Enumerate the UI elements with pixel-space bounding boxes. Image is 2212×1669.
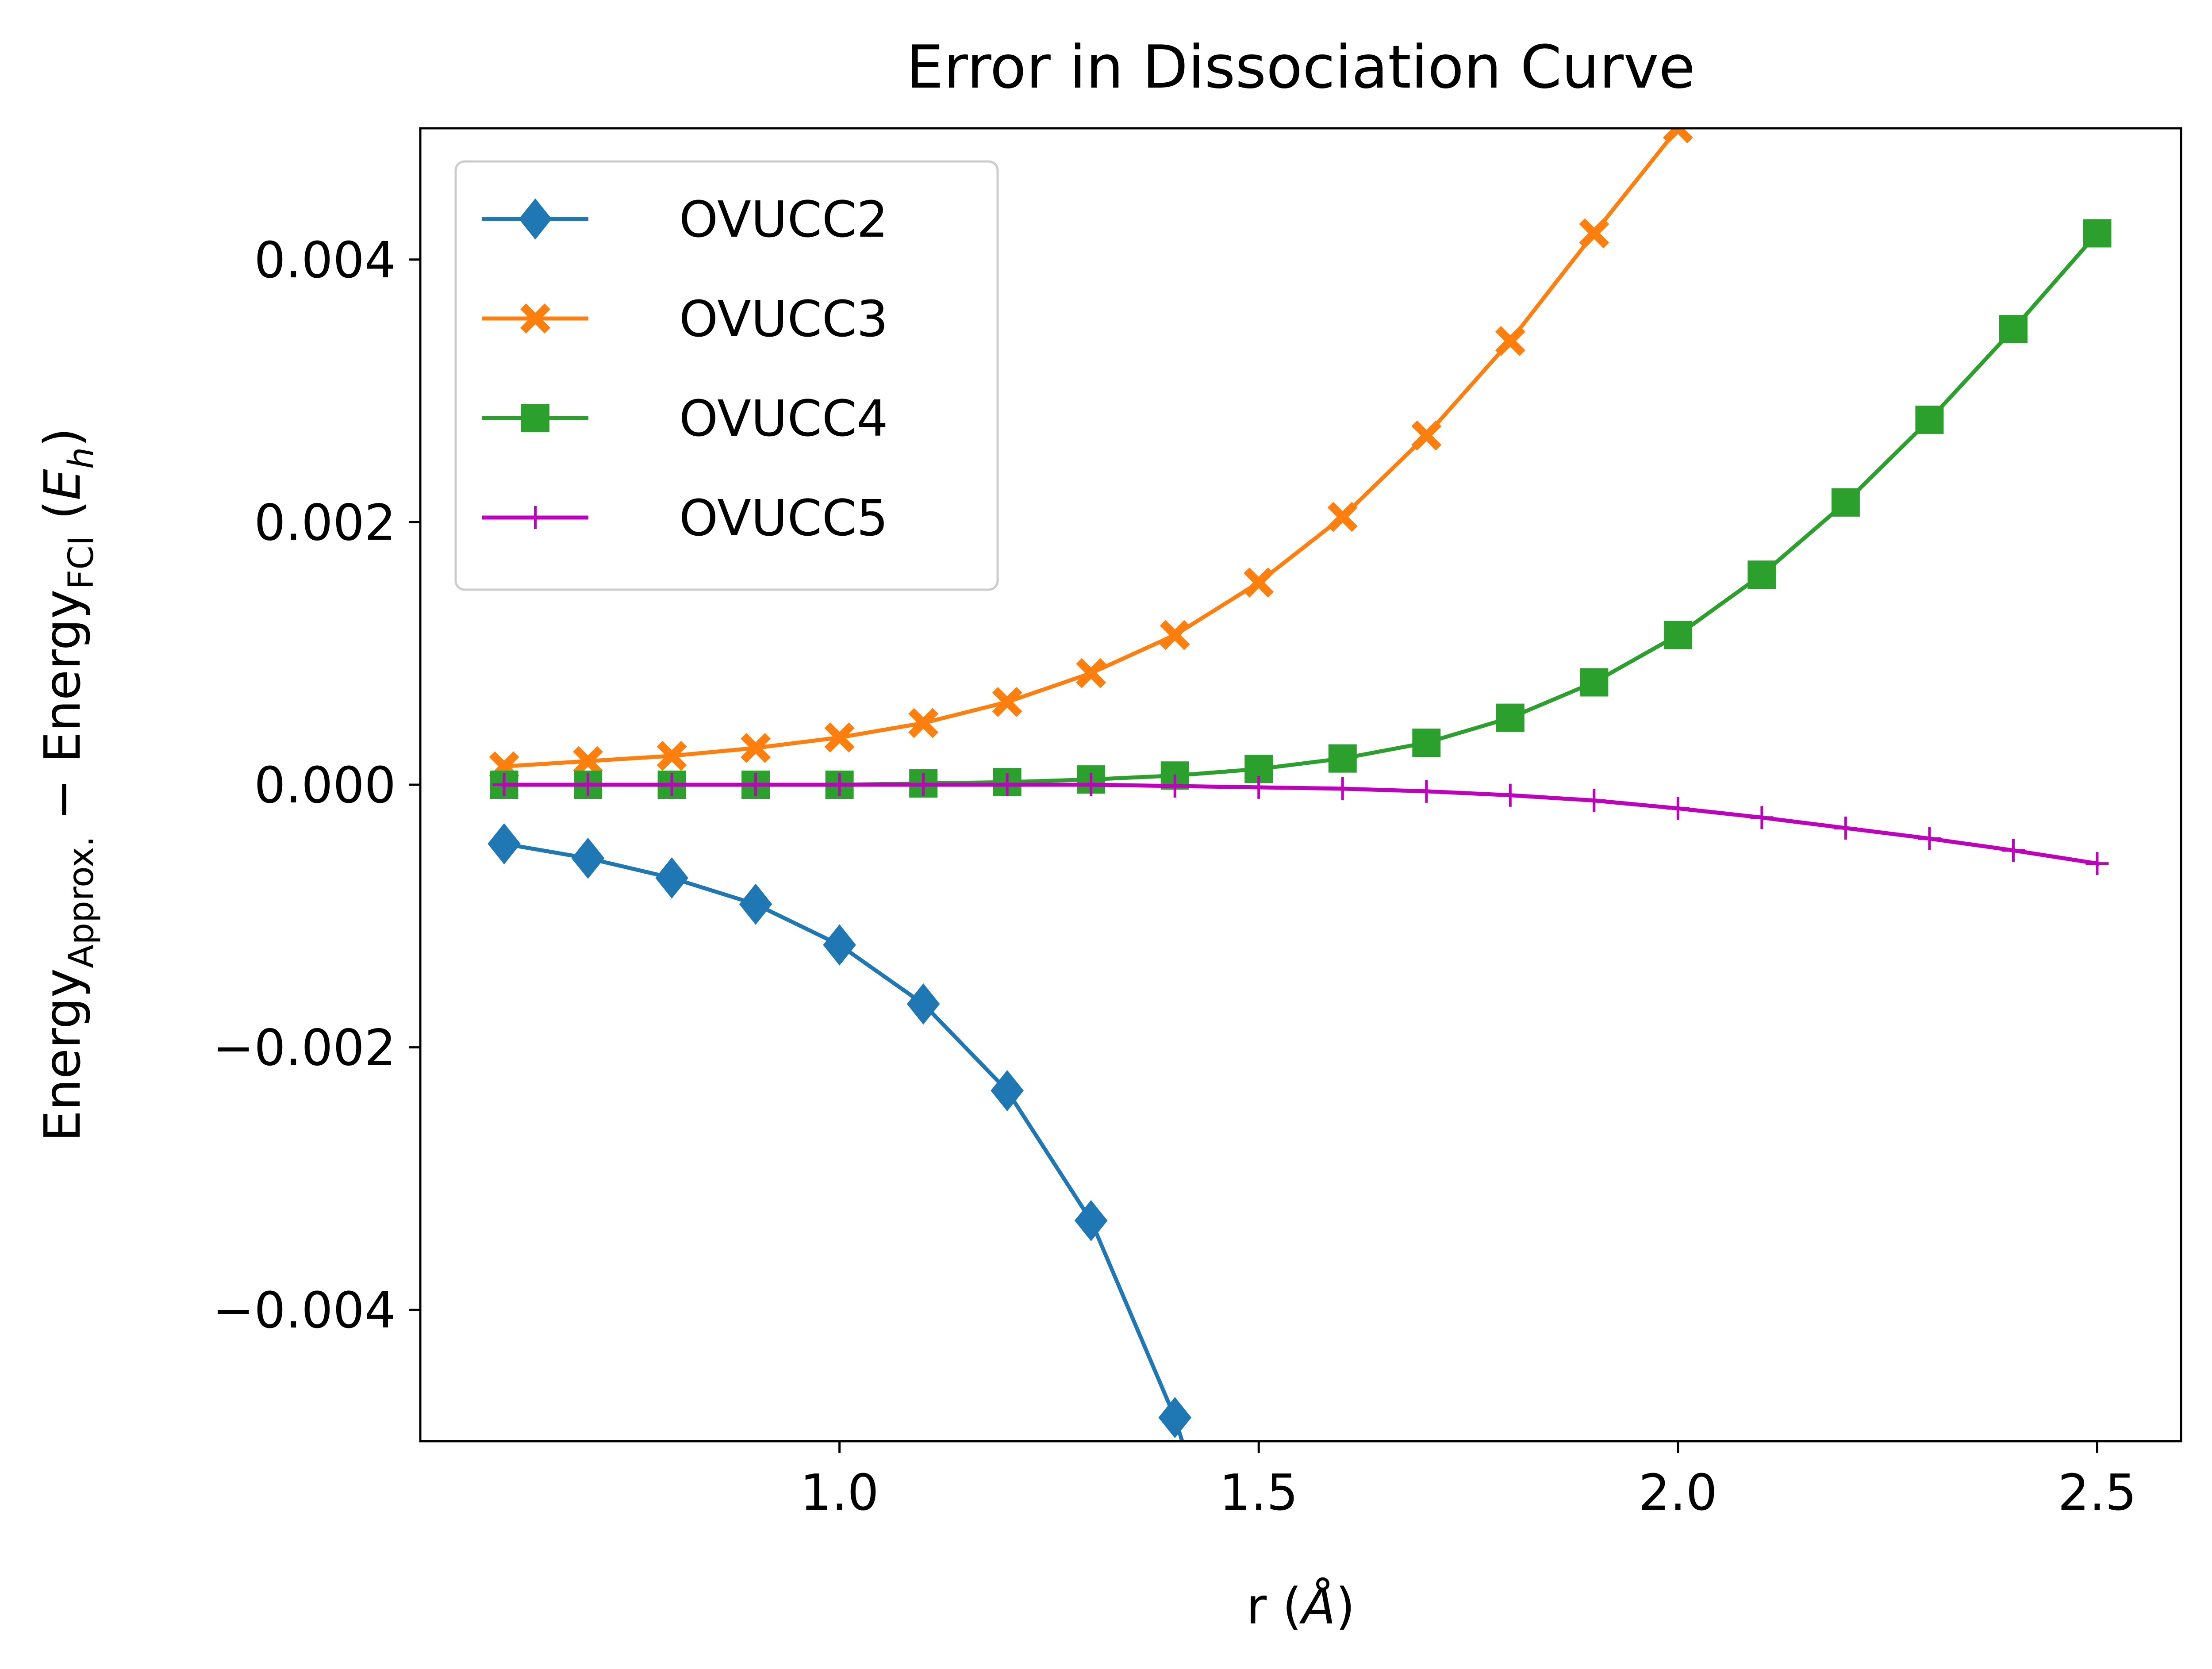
y-axis-label: EnergyApprox. − EnergyFCI (Eh) (34, 428, 101, 1142)
legend-label: OVUCC3 (679, 291, 888, 348)
x-axis-label: r (Å) (1246, 1577, 1355, 1635)
data-point (492, 773, 516, 796)
data-point (1495, 326, 1525, 356)
x-tick-label: 1.5 (1219, 1464, 1298, 1522)
legend-marker (520, 303, 550, 334)
data-point (1331, 777, 1354, 800)
data-point (1328, 744, 1357, 773)
data-point (1580, 668, 1609, 697)
data-point (488, 823, 521, 865)
data-point (1918, 827, 1941, 850)
series-line (502, 841, 1184, 1441)
x-tick-label: 2.0 (1639, 1464, 1717, 1522)
legend: OVUCC2 OVUCC3 OVUCC4 OVUCC5 (454, 160, 999, 591)
y-tick-label: −0.002 (213, 1020, 396, 1077)
data-point (1496, 703, 1525, 732)
data-point (1579, 218, 1609, 249)
data-point (1160, 620, 1190, 650)
data-point (2085, 852, 2109, 875)
data-point (1244, 567, 1274, 598)
series-line (502, 128, 1681, 769)
data-point (992, 687, 1022, 717)
legend-marker (524, 506, 547, 529)
data-point (1831, 488, 1860, 517)
data-point (576, 773, 600, 796)
data-point (912, 773, 935, 796)
y-axis: −0.004 −0.002 0.000 0.002 0.004 (213, 232, 420, 1339)
legend-label: OVUCC4 (679, 390, 888, 448)
data-point (1498, 783, 1522, 807)
data-point (1074, 1200, 1108, 1241)
legend-label: OVUCC2 (679, 191, 888, 249)
data-point (1582, 789, 1606, 812)
legend-entry: OVUCC4 (482, 390, 888, 448)
data-point (1999, 315, 2028, 344)
y-tick-label: 0.002 (254, 494, 396, 552)
data-point (991, 1070, 1024, 1112)
data-point (741, 733, 771, 763)
x-tick-label: 1.0 (800, 1464, 879, 1522)
series-ovucc5 (492, 773, 2109, 875)
data-point (1158, 1397, 1191, 1439)
data-point (571, 837, 605, 879)
data-point (1163, 774, 1187, 798)
x-tick-label: 2.5 (2058, 1464, 2136, 1522)
data-point (1747, 560, 1776, 589)
data-point (2083, 219, 2112, 248)
series-line (502, 783, 2100, 866)
data-point (1076, 658, 1106, 688)
data-point (1834, 816, 1857, 840)
data-point (1750, 806, 1774, 829)
data-point (1915, 405, 1944, 434)
data-point (1415, 779, 1438, 803)
data-point (1663, 128, 1693, 143)
data-point (995, 773, 1019, 796)
data-point (823, 924, 856, 966)
legend-entry: OVUCC2 (482, 191, 888, 249)
data-point (660, 773, 684, 796)
data-point (1411, 420, 1442, 451)
chart-title: Error in Dissociation Curve (906, 33, 1695, 102)
data-point (1663, 621, 1692, 649)
y-tick-label: 0.004 (254, 232, 396, 289)
y-tick-label: −0.004 (213, 1282, 396, 1339)
data-point (573, 746, 603, 776)
legend-marker (521, 404, 549, 432)
data-point (828, 773, 851, 796)
data-point (1666, 797, 1690, 820)
data-point (1247, 775, 1271, 799)
data-point (1412, 729, 1441, 757)
data-point (1327, 502, 1358, 532)
series-ovucc2 (488, 823, 1191, 1441)
data-point (1079, 773, 1103, 796)
legend-marker (518, 198, 552, 240)
legend-entry: OVUCC5 (482, 490, 888, 547)
data-point (824, 722, 855, 753)
legend-box (454, 160, 999, 591)
legend-entry: OVUCC3 (482, 291, 888, 348)
data-point (657, 740, 687, 771)
data-point (739, 883, 772, 925)
data-point (906, 983, 940, 1025)
x-axis: 1.0 1.5 2.0 2.5 (800, 1441, 2137, 1522)
data-point (744, 773, 768, 796)
series-layer (488, 128, 2112, 1441)
data-point (655, 857, 688, 899)
data-point (908, 708, 939, 738)
y-tick-label: 0.000 (254, 757, 396, 814)
legend-label: OVUCC5 (679, 490, 888, 547)
data-point (2001, 839, 2025, 862)
